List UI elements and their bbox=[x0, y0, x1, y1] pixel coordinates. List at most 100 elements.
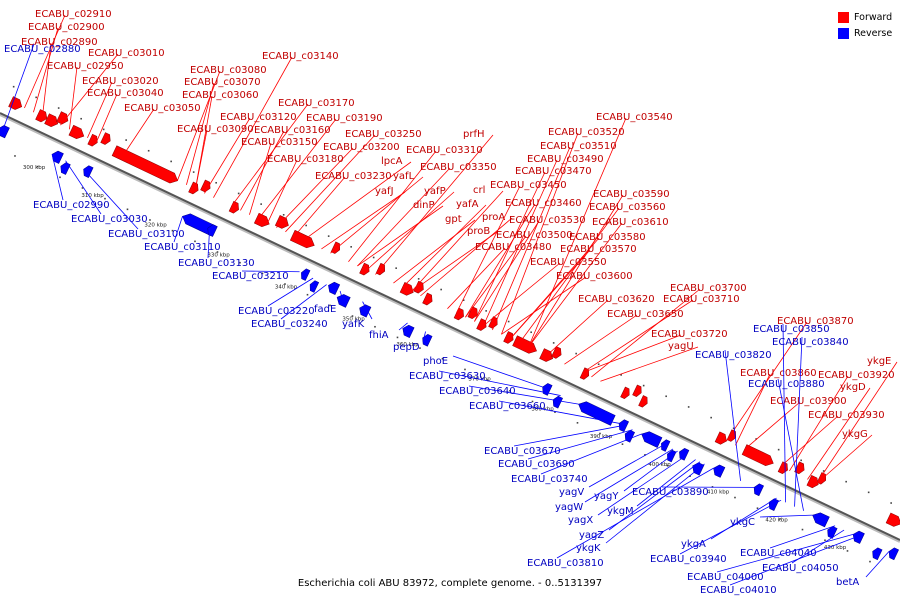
minor-tick-dot bbox=[824, 539, 826, 541]
forward-gene-arrow bbox=[376, 263, 387, 276]
reverse-gene-label: ECABU_c03030 bbox=[71, 214, 148, 225]
forward-gene-label: yafP bbox=[424, 186, 446, 197]
forward-gene-label: ECABU_c03170 bbox=[278, 98, 355, 109]
reverse-gene-label: ECABU_c03690 bbox=[498, 459, 575, 470]
forward-gene-arrow bbox=[57, 112, 71, 126]
forward-gene-arrow bbox=[423, 293, 435, 306]
forward-gene-arrow bbox=[639, 396, 650, 409]
reverse-gene-label: fadE bbox=[314, 304, 336, 315]
forward-gene-arrow bbox=[621, 387, 632, 400]
reverse-gene-label: ECABU_c03880 bbox=[748, 379, 825, 390]
axis-tick-label: 390 kbp bbox=[590, 434, 613, 440]
forward-gene-label: ECABU_c03250 bbox=[345, 129, 422, 140]
forward-gene-label: ECABU_c03570 bbox=[560, 244, 637, 255]
reverse-gene-arrow bbox=[752, 482, 764, 495]
minor-tick-dot bbox=[305, 225, 307, 227]
forward-label-leader bbox=[501, 277, 586, 334]
minor-tick-dot bbox=[13, 86, 15, 88]
minor-tick-dot bbox=[35, 97, 37, 99]
forward-label-leader bbox=[546, 300, 608, 356]
minor-tick-dot bbox=[59, 176, 61, 178]
minor-tick-dot bbox=[440, 289, 442, 291]
forward-label-leader bbox=[357, 168, 450, 266]
forward-gene-label: ECABU_c03540 bbox=[596, 112, 673, 123]
reverse-gene-arrow bbox=[810, 510, 829, 527]
reverse-gene-arrow bbox=[81, 164, 93, 177]
forward-gene-label: ECABU_c03200 bbox=[323, 142, 400, 153]
forward-gene-label: yafL bbox=[393, 171, 415, 182]
minor-tick-dot bbox=[307, 294, 309, 296]
forward-gene-label: ECABU_c03700 bbox=[670, 283, 747, 294]
forward-gene-arrow bbox=[189, 182, 201, 195]
forward-gene-label: ECABU_c03060 bbox=[182, 90, 259, 101]
legend-forward: Forward bbox=[838, 9, 892, 25]
reverse-gene-arrow bbox=[420, 333, 432, 346]
reverse-gene-label: ECABU_c03670 bbox=[484, 446, 561, 457]
forward-label-leader bbox=[393, 220, 475, 283]
forward-gene-label: ECABU_c03140 bbox=[262, 51, 339, 62]
reverse-gene-label: ECABU_c03810 bbox=[527, 558, 604, 569]
forward-gene-label: ECABU_c03480 bbox=[475, 242, 552, 253]
reverse-label-leader bbox=[3, 44, 34, 131]
reverse-gene-label: yagW bbox=[555, 502, 583, 513]
reverse-gene-label: yagV bbox=[559, 487, 584, 498]
forward-gene-label: ECABU_c03930 bbox=[808, 410, 885, 421]
forward-gene-label: ECABU_c03230 bbox=[315, 171, 392, 182]
forward-gene-label: lpcA bbox=[381, 156, 403, 167]
forward-gene-label: ECABU_c03050 bbox=[124, 103, 201, 114]
minor-tick-dot bbox=[869, 561, 871, 563]
minor-tick-dot bbox=[802, 529, 804, 531]
minor-tick-dot bbox=[868, 492, 870, 494]
minor-tick-dot bbox=[598, 363, 600, 365]
minor-tick-dot bbox=[778, 449, 780, 451]
reverse-gene-label: ykgC bbox=[730, 517, 755, 528]
forward-label-leader bbox=[411, 232, 497, 292]
minor-tick-dot bbox=[238, 193, 240, 195]
forward-gene-label: ECABU_c03650 bbox=[607, 309, 684, 320]
forward-gene-label: ECABU_c03010 bbox=[88, 48, 165, 59]
forward-gene-label: ECABU_c03120 bbox=[220, 112, 297, 123]
forward-gene-label: ykgE bbox=[867, 356, 891, 367]
forward-gene-arrow bbox=[101, 133, 113, 146]
forward-gene-label: ECABU_c03450 bbox=[490, 180, 567, 191]
minor-tick-dot bbox=[373, 257, 375, 259]
minor-tick-dot bbox=[622, 443, 624, 445]
minor-tick-dot bbox=[710, 417, 712, 419]
forward-gene-arrow bbox=[886, 513, 900, 529]
forward-gene-arrow bbox=[88, 134, 100, 147]
legend-reverse-label: Reverse bbox=[854, 28, 892, 39]
minor-tick-dot bbox=[508, 321, 510, 323]
forward-gene-label: ECABU_c03590 bbox=[593, 189, 670, 200]
reverse-gene-arrow bbox=[851, 529, 865, 543]
reverse-gene-label: ykgA bbox=[681, 539, 706, 550]
minor-tick-dot bbox=[464, 369, 466, 371]
reverse-gene-label: pepD bbox=[393, 342, 420, 353]
forward-gene-label: dinP bbox=[413, 200, 435, 211]
forward-label-leader bbox=[294, 177, 345, 236]
minor-tick-dot bbox=[127, 209, 129, 211]
forward-label-leader bbox=[123, 109, 154, 155]
reverse-gene-label: ECABU_c03630 bbox=[409, 371, 486, 382]
forward-gene-label: ykgD bbox=[840, 382, 866, 393]
forward-gene-label: ECABU_c03860 bbox=[740, 368, 817, 379]
axis-tick-label: 420 kbp bbox=[765, 517, 788, 523]
reverse-gene-label: ECABU_c03130 bbox=[178, 258, 255, 269]
forward-label-leader bbox=[483, 263, 560, 326]
forward-gene-label: gpt bbox=[445, 214, 462, 225]
forward-gene-label: yafA bbox=[456, 199, 479, 210]
reverse-gene-arrow bbox=[400, 323, 414, 337]
minor-tick-dot bbox=[734, 497, 736, 499]
reverse-gene-arrow bbox=[870, 546, 882, 559]
forward-label-leader bbox=[564, 315, 637, 364]
minor-tick-dot bbox=[260, 203, 262, 205]
minor-tick-dot bbox=[58, 107, 60, 109]
forward-gene-label: ECABU_c03550 bbox=[530, 257, 607, 268]
minor-tick-dot bbox=[374, 326, 376, 328]
forward-gene-label: ECABU_c03620 bbox=[578, 294, 655, 305]
minor-tick-dot bbox=[103, 129, 105, 131]
forward-gene-label: ECABU_c03510 bbox=[540, 141, 617, 152]
reverse-gene-label: ECABU_c03940 bbox=[650, 554, 727, 565]
reverse-gene-label: ECABU_c04040 bbox=[740, 548, 817, 559]
minor-tick-dot bbox=[418, 278, 420, 280]
